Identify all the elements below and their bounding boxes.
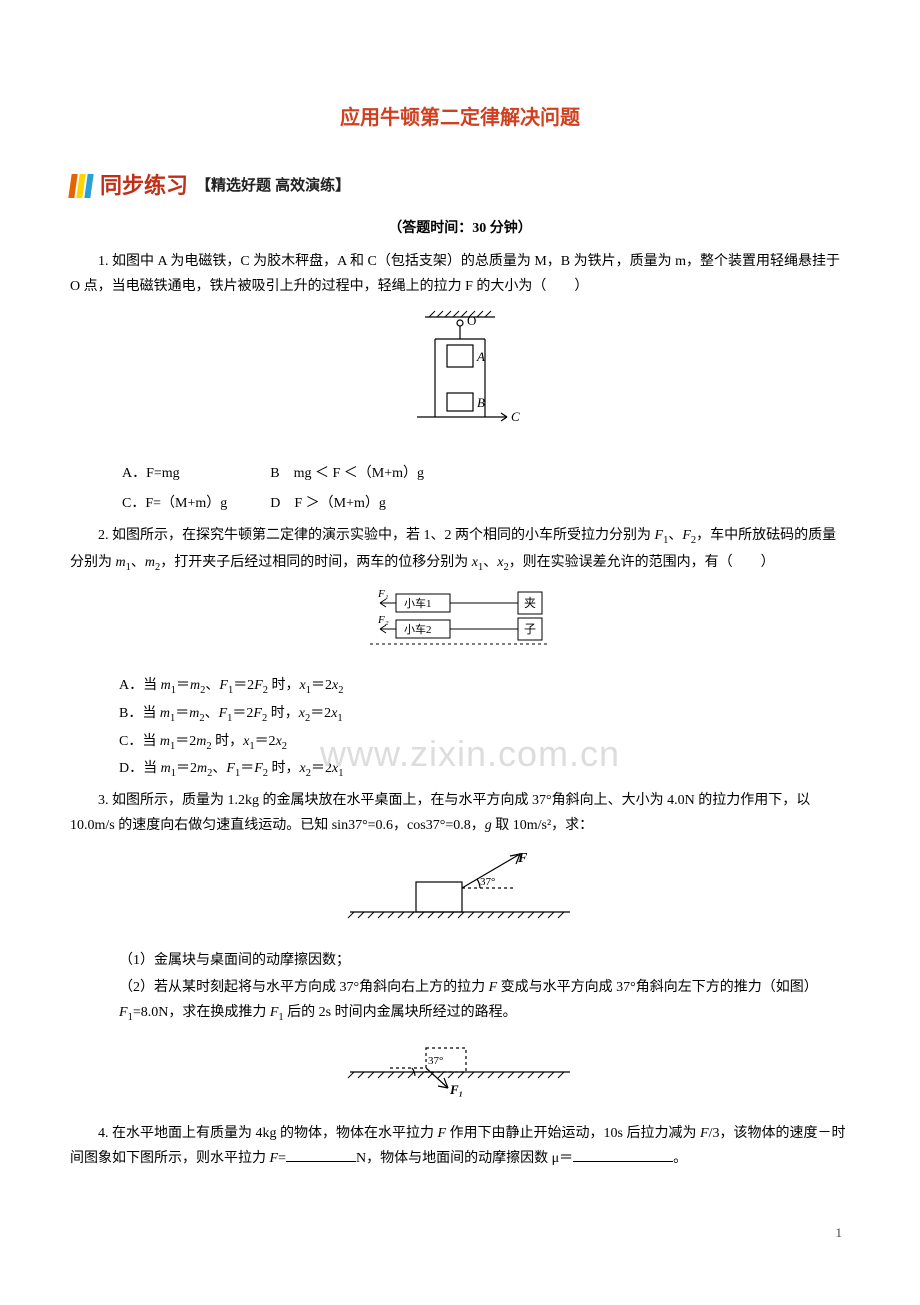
q2-optA: A．当 m1＝m2、F1＝2F2 时，x1＝2x2	[119, 673, 850, 701]
banner-main: 同步练习	[100, 166, 188, 206]
bar-3	[84, 174, 93, 198]
blank-mu	[573, 1147, 673, 1162]
blank-F	[286, 1147, 356, 1162]
label-F: F	[517, 851, 528, 866]
q1-figure: O A B C	[70, 309, 850, 448]
label-C: C	[511, 409, 520, 424]
q3-sub1: （1）金属块与桌面间的动摩擦因数；	[119, 948, 850, 973]
q2-optD: D．当 m1＝2m2、F1＝F2 时，x2＝2x1	[119, 756, 850, 784]
label-A: A	[476, 349, 485, 364]
q1-optC: C．F=（M+m）g	[121, 490, 267, 517]
q3-sub2: （2）若从某时刻起将与水平方向成 37°角斜向右上方的拉力 F 变成与水平方向成…	[119, 975, 850, 1028]
label-car2: 小车2	[404, 622, 432, 636]
q2-options: A．当 m1＝m2、F1＝2F2 时，x1＝2x2 B．当 m1＝m2、F1＝2…	[119, 673, 850, 784]
label-zi: 子	[524, 622, 536, 636]
q1-stem: 1. 如图中 A 为电磁铁，C 为胶木秤盘，A 和 C（包括支架）的总质量为 M…	[70, 249, 850, 299]
q1-optD: D F ＞（M+m）g	[269, 490, 464, 517]
q2s-a: 2. 如图所示，在探究牛顿第二定律的演示实验中，若 1、2 两个相同的小车所受拉…	[98, 528, 655, 543]
label-car1: 小车1	[404, 596, 432, 610]
banner-bars	[70, 174, 92, 198]
section-banner: 同步练习 【精选好题 高效演练】	[70, 166, 850, 206]
q1-optA: A．F=mg	[121, 460, 267, 487]
page-number: 1	[70, 1221, 850, 1244]
q1-optB: B mg ＜ F ＜（M+m）g	[269, 460, 464, 487]
label-F1: F₁	[377, 588, 389, 600]
q4-stem: 4. 在水平地面上有质量为 4kg 的物体，物体在水平拉力 F 作用下由静止开始…	[70, 1121, 850, 1171]
label-37: 37°	[480, 876, 495, 888]
q2-stem: 2. 如图所示，在探究牛顿第二定律的演示实验中，若 1、2 两个相同的小车所受拉…	[70, 523, 850, 578]
q2-optB: B．当 m1＝m2、F1＝2F2 时，x2＝2x1	[119, 701, 850, 729]
label-37b: 37°	[428, 1055, 443, 1067]
label-O: O	[467, 313, 476, 328]
label-clip: 夹	[524, 596, 536, 610]
label-F1b: F₁	[449, 1082, 463, 1097]
q3-stem: 3. 如图所示，质量为 1.2kg 的金属块放在水平桌面上，在与水平方向成 37…	[70, 788, 850, 838]
banner-sub: 【精选好题 高效演练】	[196, 172, 350, 199]
q2-optC: C．当 m1＝2m2 时，x1＝2x2	[119, 729, 850, 757]
q2-figure: F₁ F₂ 小车1 小车2 夹 子	[70, 588, 850, 663]
q3-figure1: F 37°	[70, 848, 850, 937]
page-title: 应用牛顿第二定律解决问题	[70, 100, 850, 136]
label-F2: F₂	[377, 614, 389, 626]
label-B: B	[477, 395, 485, 410]
q3-figure2: 37° F₁	[70, 1038, 850, 1111]
q1-options: A．F=mg B mg ＜ F ＜（M+m）g C．F=（M+m）g D F ＞…	[119, 458, 466, 518]
time-note: （答题时间：30 分钟）	[70, 216, 850, 241]
